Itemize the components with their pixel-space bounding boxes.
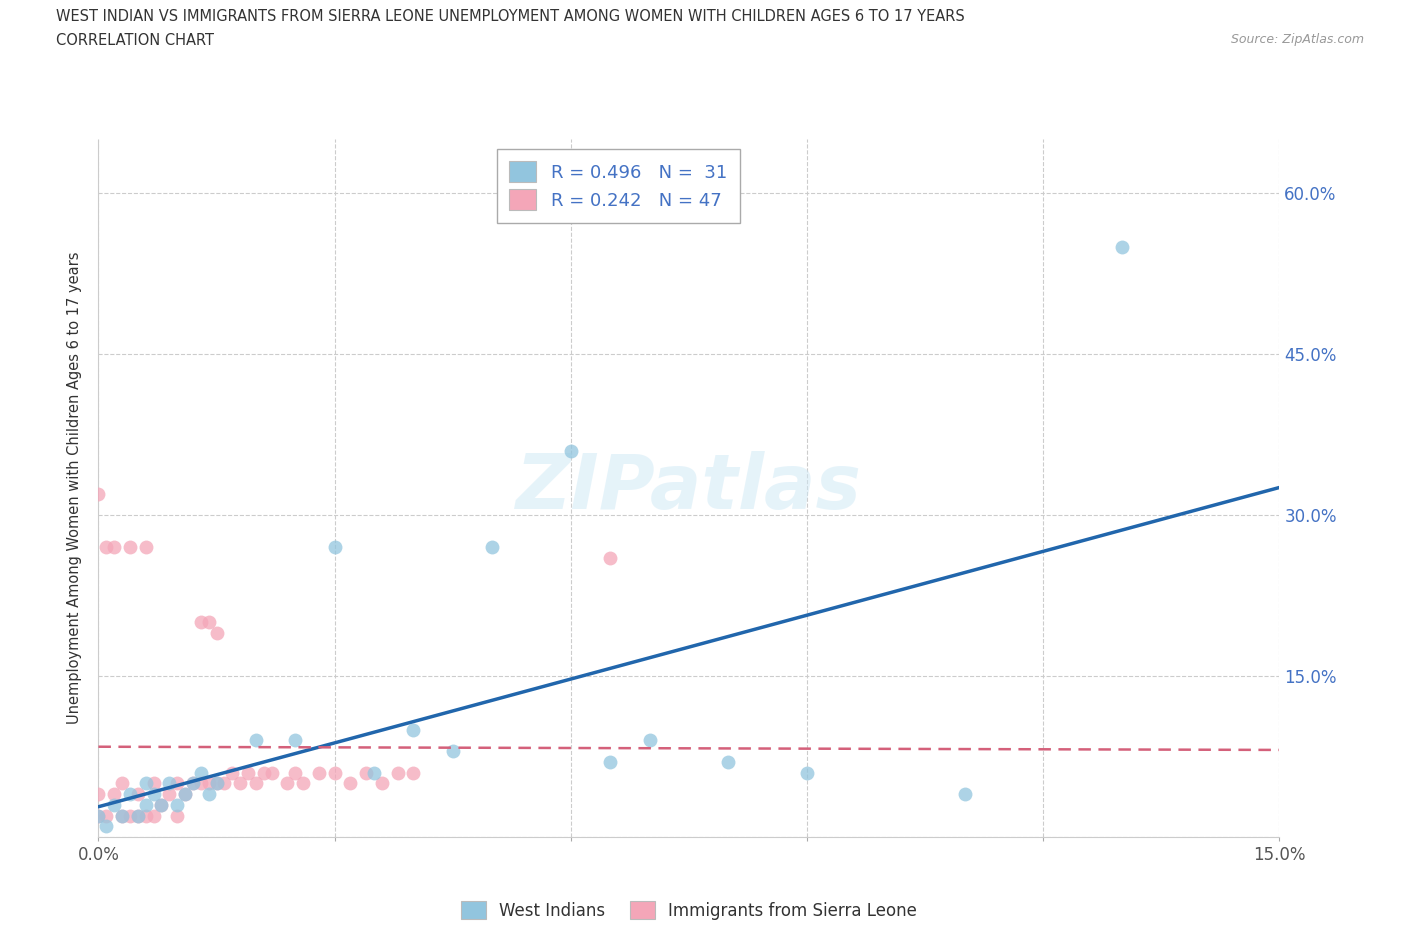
Point <box>197 615 219 630</box>
Point <box>190 765 212 780</box>
Point <box>197 787 219 802</box>
Point <box>260 765 283 780</box>
Point <box>354 765 377 780</box>
Point <box>181 776 204 790</box>
Point <box>135 776 157 790</box>
Point <box>111 808 134 823</box>
Point <box>245 733 267 748</box>
Point <box>638 733 661 748</box>
Point <box>118 787 141 802</box>
Point <box>205 776 228 790</box>
Point <box>560 444 582 458</box>
Point <box>166 808 188 823</box>
Point <box>87 808 110 823</box>
Point <box>953 787 976 802</box>
Point <box>103 539 125 554</box>
Point <box>402 723 425 737</box>
Point <box>181 776 204 790</box>
Point <box>87 486 110 501</box>
Point <box>157 787 180 802</box>
Point <box>111 776 134 790</box>
Point <box>166 797 188 812</box>
Point <box>142 776 165 790</box>
Point <box>166 776 188 790</box>
Text: CORRELATION CHART: CORRELATION CHART <box>56 33 214 47</box>
Point <box>339 776 361 790</box>
Point <box>1111 239 1133 254</box>
Point <box>481 539 503 554</box>
Point <box>205 776 228 790</box>
Text: Source: ZipAtlas.com: Source: ZipAtlas.com <box>1230 33 1364 46</box>
Point <box>135 797 157 812</box>
Point <box>245 776 267 790</box>
Point <box>599 551 621 565</box>
Point <box>284 765 307 780</box>
Point <box>796 765 818 780</box>
Point <box>103 797 125 812</box>
Point <box>87 787 110 802</box>
Point <box>229 776 252 790</box>
Point <box>308 765 330 780</box>
Point <box>371 776 394 790</box>
Point <box>111 808 134 823</box>
Point <box>174 787 197 802</box>
Text: WEST INDIAN VS IMMIGRANTS FROM SIERRA LEONE UNEMPLOYMENT AMONG WOMEN WITH CHILDR: WEST INDIAN VS IMMIGRANTS FROM SIERRA LE… <box>56 9 965 24</box>
Point <box>402 765 425 780</box>
Point <box>323 765 346 780</box>
Point <box>717 754 740 769</box>
Point <box>142 787 165 802</box>
Point <box>127 808 149 823</box>
Point <box>135 808 157 823</box>
Point <box>599 754 621 769</box>
Point <box>214 776 236 790</box>
Point <box>236 765 259 780</box>
Point <box>96 818 118 833</box>
Point <box>96 808 118 823</box>
Point <box>323 539 346 554</box>
Point <box>441 744 464 759</box>
Point <box>103 787 125 802</box>
Point <box>387 765 409 780</box>
Point <box>174 787 197 802</box>
Point <box>135 539 157 554</box>
Point <box>276 776 298 790</box>
Text: ZIPatlas: ZIPatlas <box>516 451 862 525</box>
Point <box>127 808 149 823</box>
Point <box>221 765 243 780</box>
Y-axis label: Unemployment Among Women with Children Ages 6 to 17 years: Unemployment Among Women with Children A… <box>67 252 83 724</box>
Point <box>142 808 165 823</box>
Point <box>150 797 173 812</box>
Point <box>190 615 212 630</box>
Point <box>205 626 228 641</box>
Point <box>197 776 219 790</box>
Point <box>118 808 141 823</box>
Point <box>150 797 173 812</box>
Point <box>363 765 385 780</box>
Point <box>127 787 149 802</box>
Point <box>118 539 141 554</box>
Point <box>292 776 315 790</box>
Point <box>87 808 110 823</box>
Point <box>96 539 118 554</box>
Point <box>190 776 212 790</box>
Point <box>253 765 276 780</box>
Point <box>284 733 307 748</box>
Legend: West Indians, Immigrants from Sierra Leone: West Indians, Immigrants from Sierra Leo… <box>454 895 924 926</box>
Point <box>157 776 180 790</box>
